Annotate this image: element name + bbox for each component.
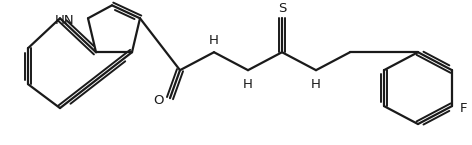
Text: S: S bbox=[278, 2, 286, 15]
Text: O: O bbox=[153, 94, 163, 107]
Text: H: H bbox=[311, 78, 321, 91]
Text: H: H bbox=[209, 34, 219, 47]
Text: H: H bbox=[243, 78, 253, 91]
Text: F: F bbox=[460, 102, 467, 115]
Text: HN: HN bbox=[54, 14, 74, 27]
